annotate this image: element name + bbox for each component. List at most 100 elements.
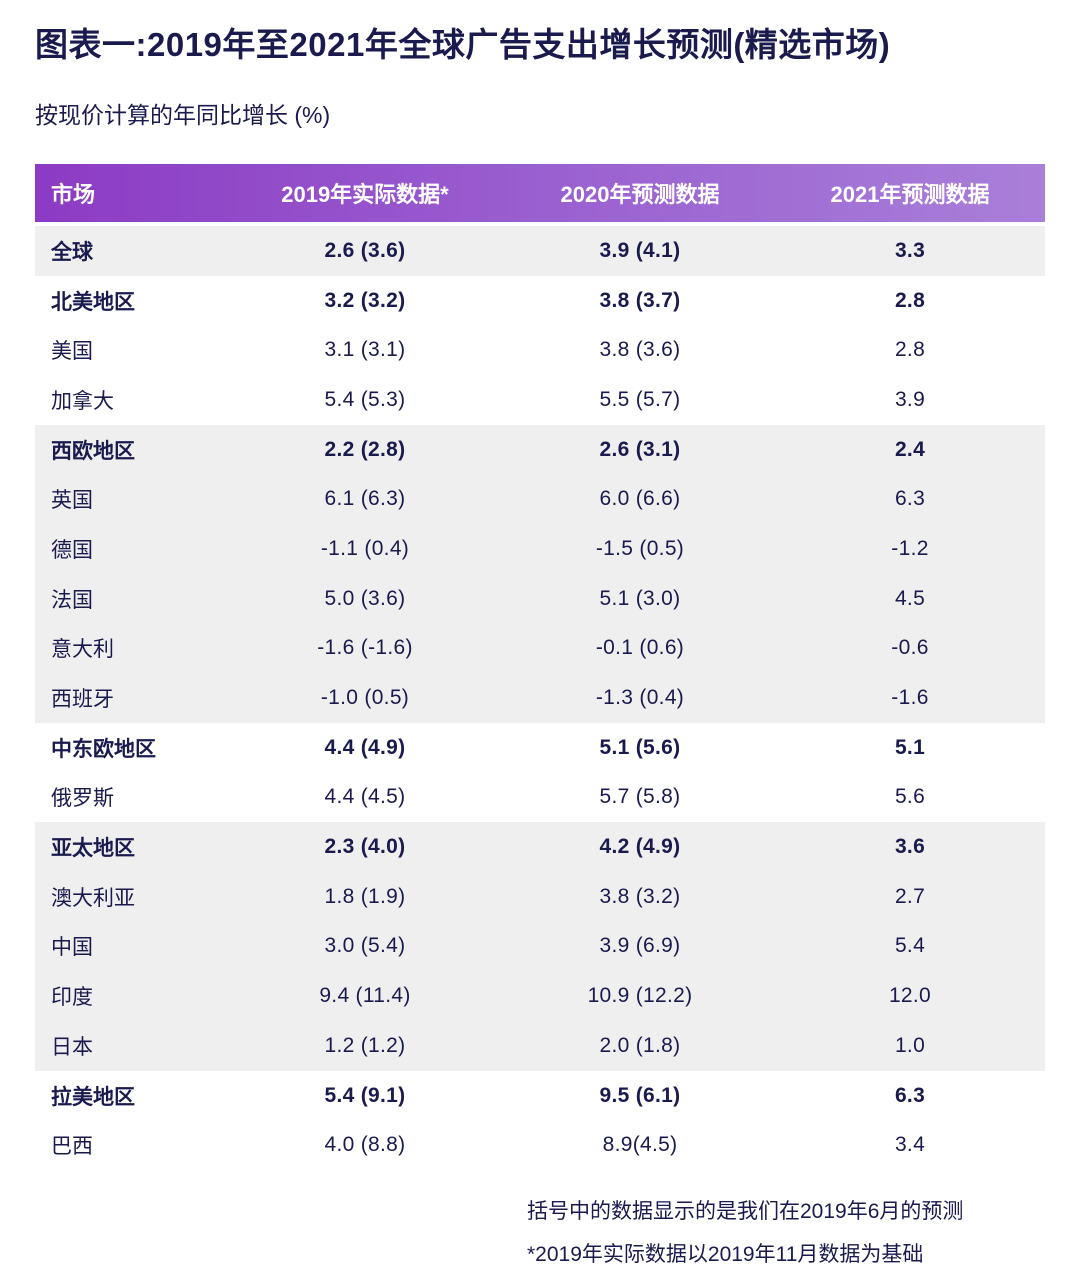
- value-cell-2020: 5.1 (3.0): [599, 586, 681, 610]
- market-cell: 北美地区: [51, 290, 135, 314]
- page-title: 图表一:2019年至2021年全球广告支出增长预测(精选市场): [35, 26, 891, 63]
- value-cell-2021: 3.9: [894, 387, 926, 411]
- value-cell-2021: 2.8: [894, 288, 926, 312]
- value-cell-2021: -0.6: [891, 636, 929, 660]
- value-cell-2021: 2.8: [894, 338, 926, 362]
- value-cell-2021: 12.0: [888, 984, 932, 1008]
- market-cell: 印度: [51, 986, 93, 1010]
- value-cell-2020: 5.7 (5.8): [599, 785, 681, 809]
- value-cell-2021: 5.1: [894, 735, 926, 759]
- market-cell: 美国: [51, 340, 93, 364]
- market-cell: 俄罗斯: [51, 787, 114, 811]
- table-row: 意大利 -1.6 (-1.6) -0.1 (0.6) -0.6: [35, 623, 1045, 674]
- value-cell-2021: 3.3: [894, 238, 926, 262]
- value-cell-2019: 1.2 (1.2): [324, 1033, 406, 1057]
- market-cell: 加拿大: [51, 389, 114, 413]
- table-row: 日本 1.2 (1.2) 2.0 (1.8) 1.0: [35, 1021, 1045, 1071]
- market-cell: 西欧地区: [51, 439, 135, 463]
- value-cell-2019: 3.1 (3.1): [324, 338, 406, 362]
- value-cell-2020: 10.9 (12.2): [587, 984, 693, 1008]
- market-cell: 拉美地区: [51, 1085, 135, 1109]
- market-cell: 英国: [51, 489, 93, 513]
- value-cell-2019: 4.0 (8.8): [324, 1133, 406, 1157]
- value-cell-2021: 5.4: [894, 934, 926, 958]
- value-cell-2020: 5.5 (5.7): [599, 387, 681, 411]
- value-cell-2020: 5.1 (5.6): [599, 735, 681, 759]
- value-cell-2019: 4.4 (4.9): [324, 735, 406, 759]
- table-row: 拉美地区 5.4 (9.1) 9.5 (6.1) 6.3: [35, 1070, 1045, 1121]
- value-cell-2019: -1.6 (-1.6): [317, 636, 413, 660]
- value-cell-2019: 2.2 (2.8): [324, 437, 406, 461]
- value-cell-2020: 3.9 (6.9): [599, 934, 681, 958]
- footnote-line: *2019年实际数据以2019年11月数据为基础: [527, 1243, 924, 1267]
- data-table: 市场 2019年实际数据* 2020年预测数据 2021年预测数据 全球 2.6 …: [35, 164, 1045, 1171]
- table-row: 西欧地区 2.2 (2.8) 2.6 (3.1) 2.4: [35, 424, 1045, 475]
- market-cell: 全球: [51, 240, 93, 264]
- value-cell-2019: 9.4 (11.4): [319, 984, 411, 1008]
- table-row: 北美地区 3.2 (3.2) 3.8 (3.7) 2.8: [35, 275, 1045, 326]
- value-cell-2020: 3.9 (4.1): [599, 238, 681, 262]
- market-cell: 中国: [51, 936, 93, 960]
- market-cell: 澳大利亚: [51, 886, 135, 910]
- value-cell-2020: 2.0 (1.8): [599, 1033, 681, 1057]
- value-cell-2019: 5.4 (9.1): [324, 1083, 406, 1107]
- market-cell: 西班牙: [51, 688, 114, 712]
- footnote-line: 括号中的数据显示的是我们在2019年6月的预测: [527, 1200, 964, 1224]
- value-cell-2020: 2.6 (3.1): [599, 437, 681, 461]
- market-cell: 中东欧地区: [51, 737, 156, 761]
- market-cell: 德国: [51, 538, 93, 562]
- footnotes: 括号中的数据显示的是我们在2019年6月的预测 *2019年实际数据以2019年…: [527, 1190, 1045, 1276]
- table-row: 德国 -1.1 (0.4) -1.5 (0.5) -1.2: [35, 524, 1045, 574]
- value-cell-2019: -1.1 (0.4): [320, 536, 410, 560]
- table-body: 全球 2.6 (3.6) 3.9 (4.1) 3.3 北美地区 3.2 (3.2) 3.8 …: [35, 226, 1045, 1171]
- header-cell-2019-actual: 2019年实际数据*: [281, 182, 449, 207]
- header-cell-2020-forecast: 2020年预测数据: [560, 182, 720, 207]
- market-cell: 巴西: [51, 1135, 93, 1159]
- value-cell-2021: 2.4: [894, 437, 926, 461]
- market-cell: 亚太地区: [51, 837, 135, 861]
- header-cell-2021-forecast: 2021年预测数据: [830, 182, 990, 207]
- value-cell-2021: 2.7: [894, 884, 926, 908]
- value-cell-2019: -1.0 (0.5): [320, 686, 410, 710]
- value-cell-2021: -1.6: [891, 686, 929, 710]
- table-row: 巴西 4.0 (8.8) 8.9(4.5) 3.4: [35, 1120, 1045, 1171]
- value-cell-2019: 3.2 (3.2): [324, 288, 406, 312]
- value-cell-2020: 3.8 (3.6): [599, 338, 681, 362]
- value-cell-2020: 3.8 (3.7): [599, 288, 681, 312]
- table-row: 西班牙 -1.0 (0.5) -1.3 (0.4) -1.6: [35, 673, 1045, 723]
- table-row: 法国 5.0 (3.6) 5.1 (3.0) 4.5: [35, 573, 1045, 624]
- value-cell-2019: 3.0 (5.4): [324, 934, 406, 958]
- value-cell-2019: 6.1 (6.3): [324, 487, 406, 511]
- value-cell-2020: -0.1 (0.6): [595, 636, 685, 660]
- table-row: 印度 9.4 (11.4) 10.9 (12.2) 12.0: [35, 971, 1045, 1021]
- value-cell-2021: -1.2: [891, 536, 929, 560]
- market-cell: 法国: [51, 588, 93, 612]
- value-cell-2020: 6.0 (6.6): [599, 487, 681, 511]
- table-row: 澳大利亚 1.8 (1.9) 3.8 (3.2) 2.7: [35, 871, 1045, 922]
- value-cell-2019: 5.0 (3.6): [324, 586, 406, 610]
- value-cell-2021: 6.3: [894, 1083, 926, 1107]
- table-row: 中东欧地区 4.4 (4.9) 5.1 (5.6) 5.1: [35, 722, 1045, 773]
- value-cell-2021: 3.4: [894, 1133, 926, 1157]
- table-row: 美国 3.1 (3.1) 3.8 (3.6) 2.8: [35, 325, 1045, 376]
- market-cell: 日本: [51, 1035, 93, 1059]
- value-cell-2021: 4.5: [894, 586, 926, 610]
- table-row: 俄罗斯 4.4 (4.5) 5.7 (5.8) 5.6: [35, 772, 1045, 823]
- table-header: 市场 2019年实际数据* 2020年预测数据 2021年预测数据: [35, 164, 1045, 222]
- value-cell-2019: 4.4 (4.5): [324, 785, 406, 809]
- value-cell-2021: 6.3: [894, 487, 926, 511]
- table-row: 全球 2.6 (3.6) 3.9 (4.1) 3.3: [35, 226, 1045, 276]
- value-cell-2020: 8.9(4.5): [602, 1133, 678, 1157]
- market-cell: 意大利: [51, 638, 114, 662]
- table-row: 亚太地区 2.3 (4.0) 4.2 (4.9) 3.6: [35, 822, 1045, 872]
- table-row: 中国 3.0 (5.4) 3.9 (6.9) 5.4: [35, 921, 1045, 972]
- value-cell-2020: -1.3 (0.4): [595, 686, 685, 710]
- value-cell-2019: 1.8 (1.9): [324, 884, 406, 908]
- value-cell-2020: 4.2 (4.9): [599, 835, 681, 859]
- table-row: 英国 6.1 (6.3) 6.0 (6.6) 6.3: [35, 474, 1045, 525]
- value-cell-2021: 1.0: [894, 1033, 926, 1057]
- value-cell-2019: 2.3 (4.0): [324, 835, 406, 859]
- value-cell-2019: 2.6 (3.6): [324, 238, 406, 262]
- value-cell-2021: 3.6: [894, 835, 926, 859]
